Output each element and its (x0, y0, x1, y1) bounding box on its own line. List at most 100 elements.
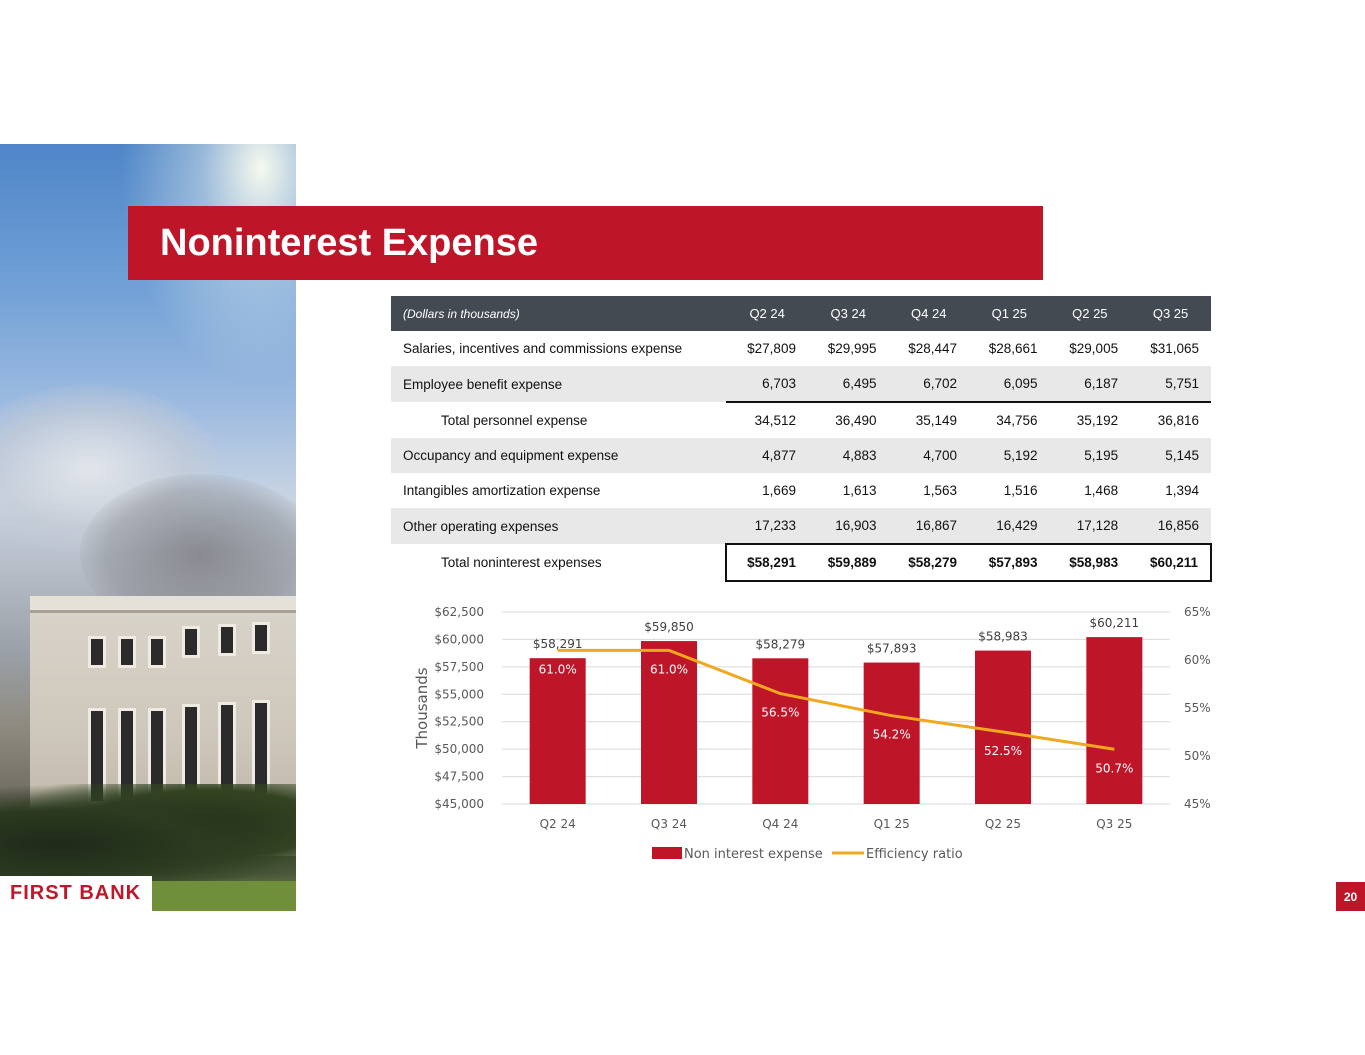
y2-tick-label: 60% (1184, 653, 1211, 667)
expense-chart: $45,000 $47,500 $50,000 $52,500 $55,000 $57,5… (413, 605, 1211, 862)
column-header: Q1 25 (969, 296, 1050, 331)
cell: 36,816 (1130, 401, 1211, 438)
table-row: Intangibles amortization expense 1,669 1… (391, 473, 1211, 508)
table-row: Salaries, incentives and commissions exp… (391, 331, 1211, 366)
expense-table: (Dollars in thousands) Q2 24 Q3 24 Q4 24… (391, 296, 1212, 582)
page-title-text: Noninterest Expense (160, 221, 538, 264)
cell: 5,751 (1130, 366, 1211, 402)
y-axis-title: Thousands (413, 667, 431, 749)
y-tick-label: $60,000 (434, 632, 484, 646)
row-label: Employee benefit expense (391, 366, 727, 402)
cell: 5,195 (1049, 438, 1131, 473)
cell: $59,889 (807, 543, 889, 582)
bar (752, 658, 809, 804)
table-row: Occupancy and equipment expense 4,877 4,… (391, 438, 1211, 473)
row-label: Intangibles amortization expense (403, 483, 601, 498)
window (182, 626, 200, 658)
cell: 5,145 (1130, 438, 1211, 473)
cell: 34,756 (969, 401, 1050, 438)
cell: 36,490 (807, 401, 889, 438)
cell: $58,291 (725, 543, 808, 582)
cell: 17,233 (726, 508, 808, 544)
cell: 6,495 (807, 366, 889, 402)
bar (529, 658, 586, 804)
cell: 6,702 (888, 366, 970, 402)
legend-label: Non interest expense (684, 847, 823, 862)
table-row-total: Total noninterest expenses $58,291 $59,8… (391, 543, 1212, 582)
first-bank-logo: FIRST BANK (0, 876, 152, 911)
cell: $28,447 (908, 341, 958, 356)
x-tick-label: Q3 25 (1096, 817, 1132, 831)
x-tick-label: Q2 24 (540, 817, 576, 831)
row-label: Salaries, incentives and commissions exp… (403, 341, 683, 356)
column-header: Q2 25 (1049, 296, 1131, 331)
cell: 1,516 (1003, 483, 1038, 498)
bar (1086, 637, 1143, 804)
cell: $31,065 (1150, 341, 1199, 356)
cell: 5,192 (969, 438, 1050, 473)
cell: $57,893 (969, 543, 1050, 582)
y-tick-label: $45,000 (434, 797, 484, 811)
bar (975, 650, 1031, 804)
column-header: Q4 24 (888, 296, 970, 331)
window (252, 700, 270, 796)
line-value-label: 52.5% (984, 744, 1022, 758)
x-tick-label: Q4 24 (762, 817, 798, 831)
legend-swatch-bar (652, 847, 682, 859)
cell: 1,394 (1165, 483, 1199, 498)
efficiency-ratio-line (557, 648, 1115, 751)
line-value-label: 61.0% (539, 662, 577, 676)
page-title: Noninterest Expense (128, 206, 1043, 280)
cell: 34,512 (726, 401, 808, 438)
cell: 35,149 (888, 401, 970, 438)
bar (641, 641, 697, 804)
cell: $27,809 (747, 341, 796, 356)
cell: 1,468 (1084, 483, 1119, 498)
row-label: Total noninterest expenses (441, 555, 602, 570)
y-tick-label: $57,500 (434, 660, 484, 674)
cell: 35,192 (1049, 401, 1131, 438)
cell: 6,095 (969, 366, 1050, 402)
cell: 16,903 (807, 508, 889, 544)
row-label: Total personnel expense (441, 412, 588, 428)
column-header: Q3 25 (1130, 296, 1211, 331)
cell: 6,703 (726, 366, 808, 402)
building-cornice (30, 596, 296, 613)
bar (863, 662, 920, 804)
table-header-label: (Dollars in thousands) (391, 296, 727, 331)
cell: $29,005 (1069, 341, 1119, 356)
y2-tick-label: 50% (1184, 749, 1211, 763)
cell: 4,700 (888, 438, 970, 473)
line-value-label: 50.7% (1095, 761, 1133, 775)
bar-value-label: $60,211 (1090, 616, 1140, 630)
cell: 1,613 (842, 483, 877, 498)
legend-label: Efficiency ratio (866, 847, 963, 862)
bar-value-label: $59,850 (644, 620, 694, 634)
x-tick-label: Q3 24 (651, 817, 687, 831)
window (252, 622, 270, 654)
row-label: Occupancy and equipment expense (391, 438, 727, 473)
y2-tick-label: 55% (1184, 701, 1211, 715)
bar-value-label: $57,893 (867, 642, 917, 656)
cell: 1,563 (923, 483, 958, 498)
y-tick-label: $55,000 (434, 687, 484, 701)
row-label: Other operating expenses (391, 508, 727, 544)
line-value-label: 56.5% (761, 706, 799, 720)
cell: $28,661 (988, 341, 1038, 356)
table-header-row: (Dollars in thousands) Q2 24 Q3 24 Q4 24… (391, 296, 1211, 331)
cell: 4,883 (807, 438, 889, 473)
cell: $58,279 (888, 543, 970, 582)
bar-value-label: $58,279 (756, 637, 806, 651)
x-tick-label: Q2 25 (985, 817, 1021, 831)
cell: $60,211 (1130, 543, 1212, 582)
cell: 4,877 (726, 438, 808, 473)
cell: 16,429 (969, 508, 1050, 544)
cell: 16,867 (888, 508, 970, 544)
table-row: Other operating expenses 17,233 16,903 1… (391, 508, 1211, 544)
cell: 16,856 (1130, 508, 1211, 544)
y-tick-label: $62,500 (434, 605, 484, 619)
cell: 1,669 (762, 483, 796, 498)
y2-tick-label: 65% (1184, 605, 1211, 619)
line-value-label: 54.2% (873, 728, 911, 742)
line-value-label: 61.0% (650, 662, 688, 676)
